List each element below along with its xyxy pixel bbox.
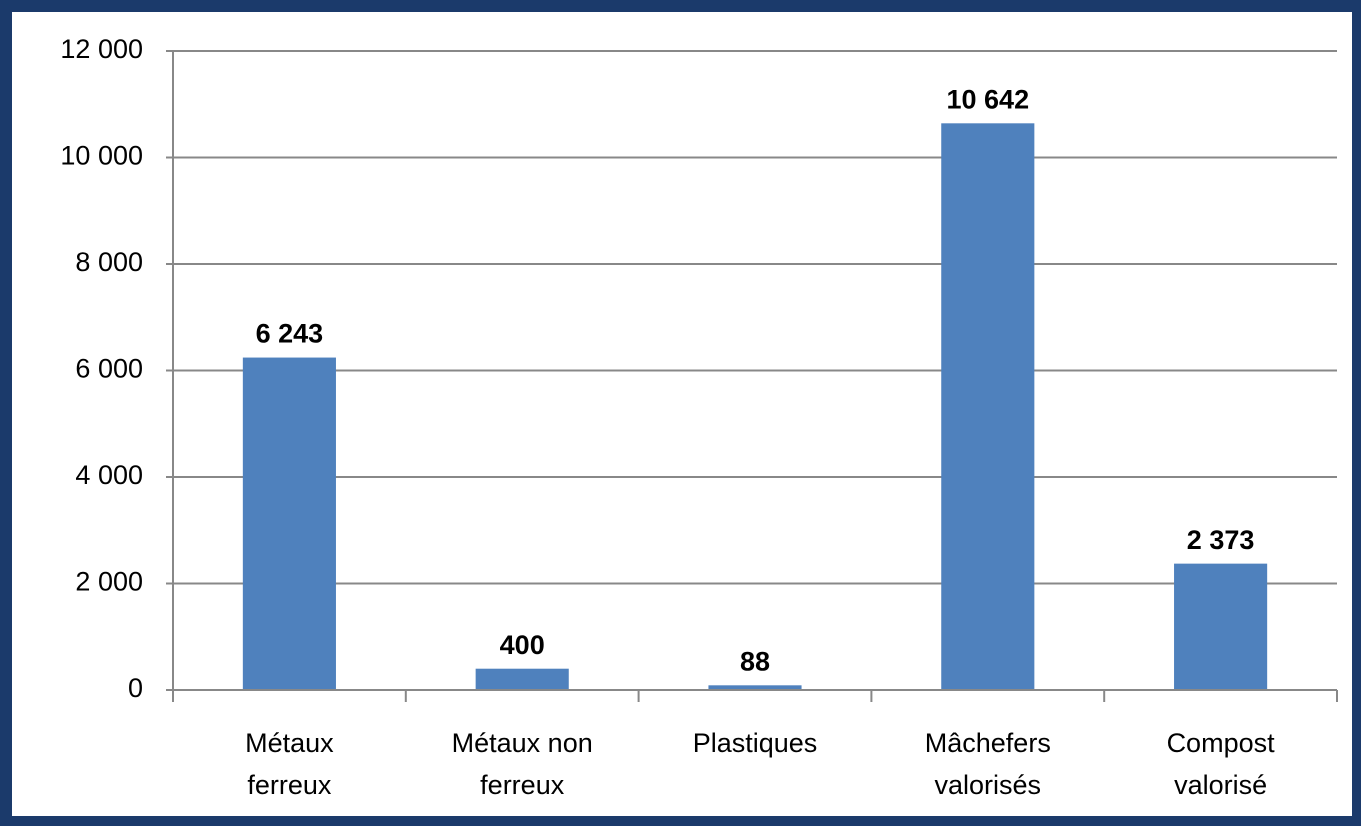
value-label: 2 373 <box>1187 525 1255 555</box>
chart-area <box>12 12 1352 816</box>
value-label: 400 <box>500 630 545 660</box>
x-tick-label: Plastiques <box>693 728 818 758</box>
bar <box>1174 563 1268 690</box>
bar <box>242 357 336 690</box>
x-tick-label: Mâchefers valorisés <box>925 728 1051 800</box>
y-tick-label: 4 000 <box>75 460 143 490</box>
value-label: 88 <box>740 646 770 676</box>
value-label: 10 642 <box>947 84 1030 114</box>
x-tick-label: Métaux ferreux <box>245 728 334 800</box>
bar <box>475 668 569 690</box>
x-tick-label: Compost valorisé <box>1167 728 1276 800</box>
y-tick-label: 2 000 <box>75 567 143 597</box>
bar <box>708 685 802 690</box>
value-label: 6 243 <box>256 319 324 349</box>
y-tick-label: 0 <box>128 673 143 703</box>
y-tick-label: 12 000 <box>60 34 143 64</box>
y-tick-label: 10 000 <box>60 141 143 171</box>
y-tick-label: 8 000 <box>75 247 143 277</box>
bar <box>941 123 1035 691</box>
y-tick-label: 6 000 <box>75 354 143 384</box>
x-tick-label: Métaux non ferreux <box>452 728 593 800</box>
